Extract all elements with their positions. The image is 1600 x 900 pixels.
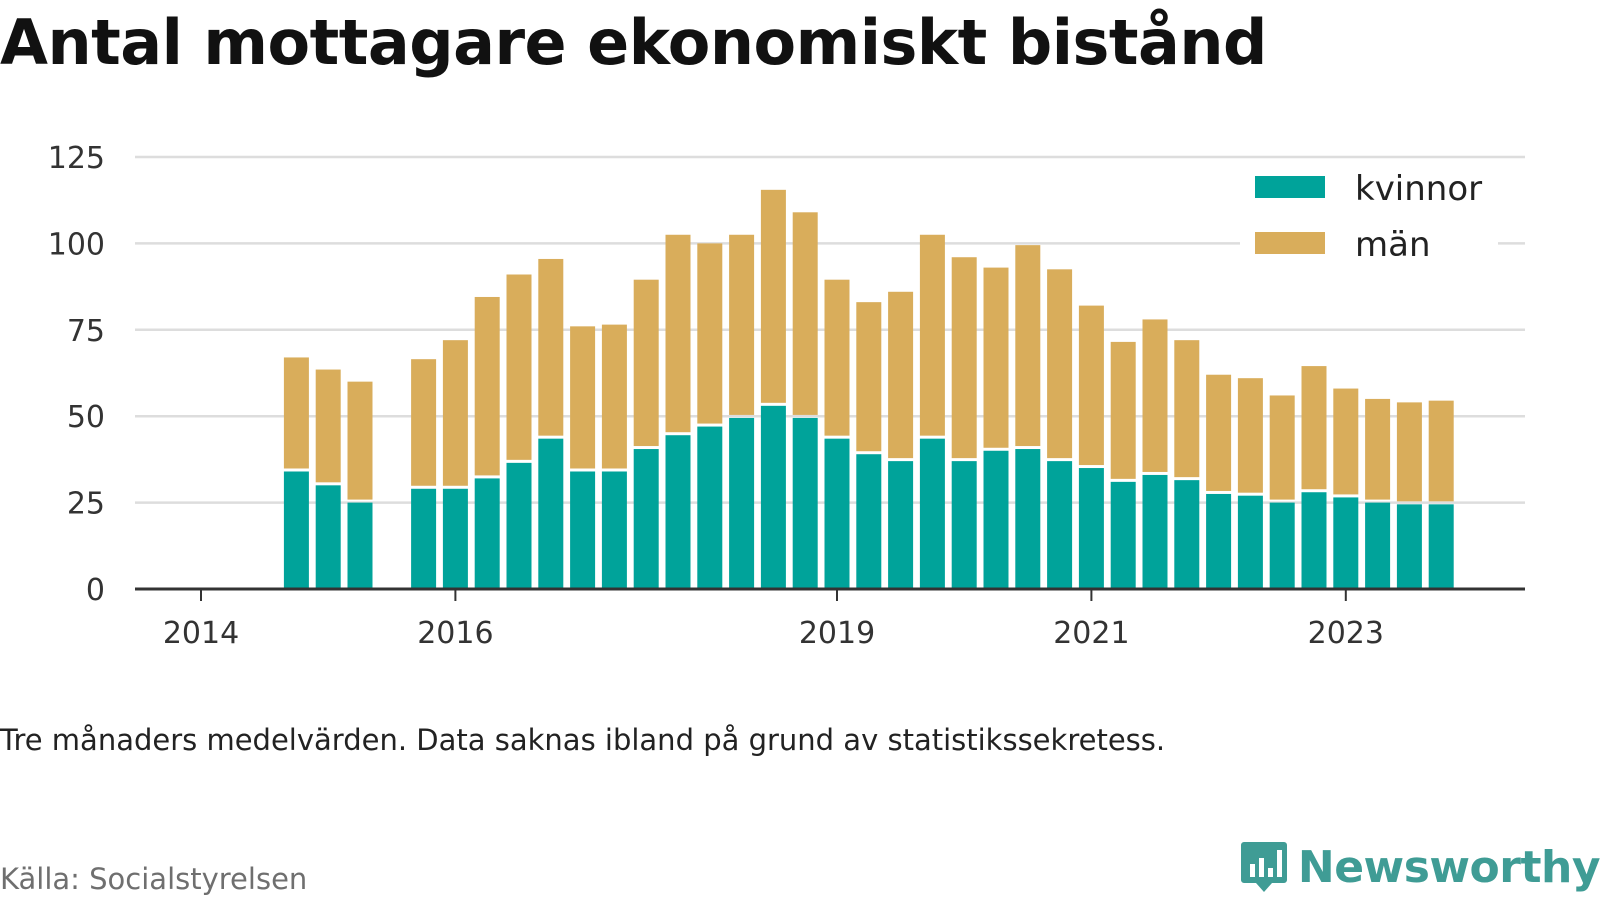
bar-kvinnor — [983, 450, 1009, 589]
chart-title: Antal mottagare ekonomiskt bistånd — [0, 6, 1267, 79]
bar-man — [856, 302, 882, 452]
bar-man — [474, 296, 500, 476]
bar-kvinnor — [665, 435, 691, 589]
source-text: Källa: Socialstyrelsen — [0, 862, 308, 896]
x-tick-label: 2016 — [417, 616, 493, 651]
bar-kvinnor — [1047, 461, 1073, 589]
legend: kvinnor män — [1240, 160, 1498, 268]
bar-man — [633, 279, 659, 447]
bar-kvinnor — [824, 438, 850, 589]
bar-man — [665, 234, 691, 433]
bar-kvinnor — [760, 405, 786, 589]
bar-man — [570, 326, 596, 469]
bar-man — [1333, 388, 1359, 495]
bar-man — [729, 234, 755, 415]
chart-note: Tre månaders medelvärden. Data saknas ib… — [0, 723, 1166, 757]
y-tick-label: 125 — [48, 141, 105, 176]
legend-swatch-man — [1255, 232, 1325, 254]
bar-kvinnor — [888, 461, 914, 589]
x-tick-label: 2019 — [799, 616, 875, 651]
bar-kvinnor — [1301, 492, 1327, 589]
bar-man — [1237, 378, 1263, 493]
bar-kvinnor — [1015, 449, 1041, 589]
x-tick-label: 2014 — [163, 616, 239, 651]
bar-man — [1110, 341, 1136, 479]
bar-man — [283, 357, 309, 469]
bar-kvinnor — [570, 471, 596, 589]
bar-man — [1396, 402, 1422, 502]
bar-kvinnor — [1396, 504, 1422, 589]
newsworthy-icon — [1240, 842, 1287, 892]
bar-kvinnor — [315, 485, 341, 589]
bar-kvinnor — [697, 426, 723, 589]
y-tick-label: 100 — [48, 227, 105, 262]
y-tick-label: 75 — [67, 314, 105, 349]
x-tick-label: 2023 — [1308, 616, 1384, 651]
bar-man — [1078, 305, 1104, 466]
axes: 0 25 50 75 100 125 2014 2016 2019 2021 2023 — [48, 141, 1525, 651]
bar-kvinnor — [1206, 493, 1232, 589]
bar-kvinnor — [1365, 502, 1391, 589]
bar-man — [1301, 366, 1327, 490]
bar-kvinnor — [856, 454, 882, 589]
bar-kvinnor — [633, 449, 659, 589]
bar-man — [347, 381, 373, 500]
bar-kvinnor — [347, 502, 373, 589]
bar-kvinnor — [729, 417, 755, 589]
bar-man — [315, 369, 341, 483]
y-tick-label: 0 — [86, 573, 105, 608]
bar-kvinnor — [411, 488, 437, 589]
bar-man — [1269, 395, 1295, 500]
bar-man — [506, 274, 532, 460]
bar-kvinnor — [792, 417, 818, 589]
bar-kvinnor — [283, 471, 309, 589]
bar-kvinnor — [1110, 481, 1136, 589]
newsworthy-logo: Newsworthy — [1240, 840, 1600, 894]
bar-kvinnor — [538, 438, 564, 589]
bar-kvinnor — [1333, 497, 1359, 589]
brand-name: Newsworthy — [1297, 841, 1600, 893]
legend-swatch-kvinnor — [1255, 176, 1325, 198]
y-tick-label: 25 — [67, 487, 105, 522]
bar-kvinnor — [1142, 474, 1168, 589]
x-tick-label: 2021 — [1053, 616, 1129, 651]
bar-man — [1206, 374, 1232, 491]
bar-man — [760, 189, 786, 403]
bar-kvinnor — [951, 461, 977, 589]
bars — [283, 189, 1454, 589]
bar-man — [824, 279, 850, 436]
bar-kvinnor — [1237, 495, 1263, 589]
bar-chart: 0 25 50 75 100 125 2014 2016 2019 2021 2023 kvinno… — [48, 141, 1525, 651]
bar-man — [442, 340, 468, 486]
bar-man — [601, 324, 627, 469]
bar-man — [411, 359, 437, 486]
bar-man — [888, 291, 914, 459]
bar-kvinnor — [442, 488, 468, 589]
bar-man — [1174, 340, 1200, 478]
bar-kvinnor — [1174, 480, 1200, 589]
bar-kvinnor — [601, 471, 627, 589]
bar-man — [1365, 398, 1391, 500]
bar-kvinnor — [1269, 502, 1295, 589]
bar-man — [1015, 245, 1041, 447]
legend-label-kvinnor: kvinnor — [1355, 169, 1482, 209]
bar-man — [951, 257, 977, 459]
bar-kvinnor — [506, 462, 532, 589]
bar-man — [538, 258, 564, 436]
bar-man — [792, 212, 818, 415]
bar-man — [919, 234, 945, 436]
bar-kvinnor — [1078, 468, 1104, 589]
bar-kvinnor — [919, 438, 945, 589]
bar-man — [1142, 319, 1168, 472]
legend-label-man: män — [1355, 225, 1431, 265]
y-tick-label: 50 — [67, 400, 105, 435]
bar-man — [983, 267, 1009, 448]
bar-man — [1047, 269, 1073, 459]
bar-kvinnor — [1428, 504, 1454, 589]
bar-man — [697, 243, 723, 424]
bar-man — [1428, 400, 1454, 502]
bar-kvinnor — [474, 478, 500, 589]
